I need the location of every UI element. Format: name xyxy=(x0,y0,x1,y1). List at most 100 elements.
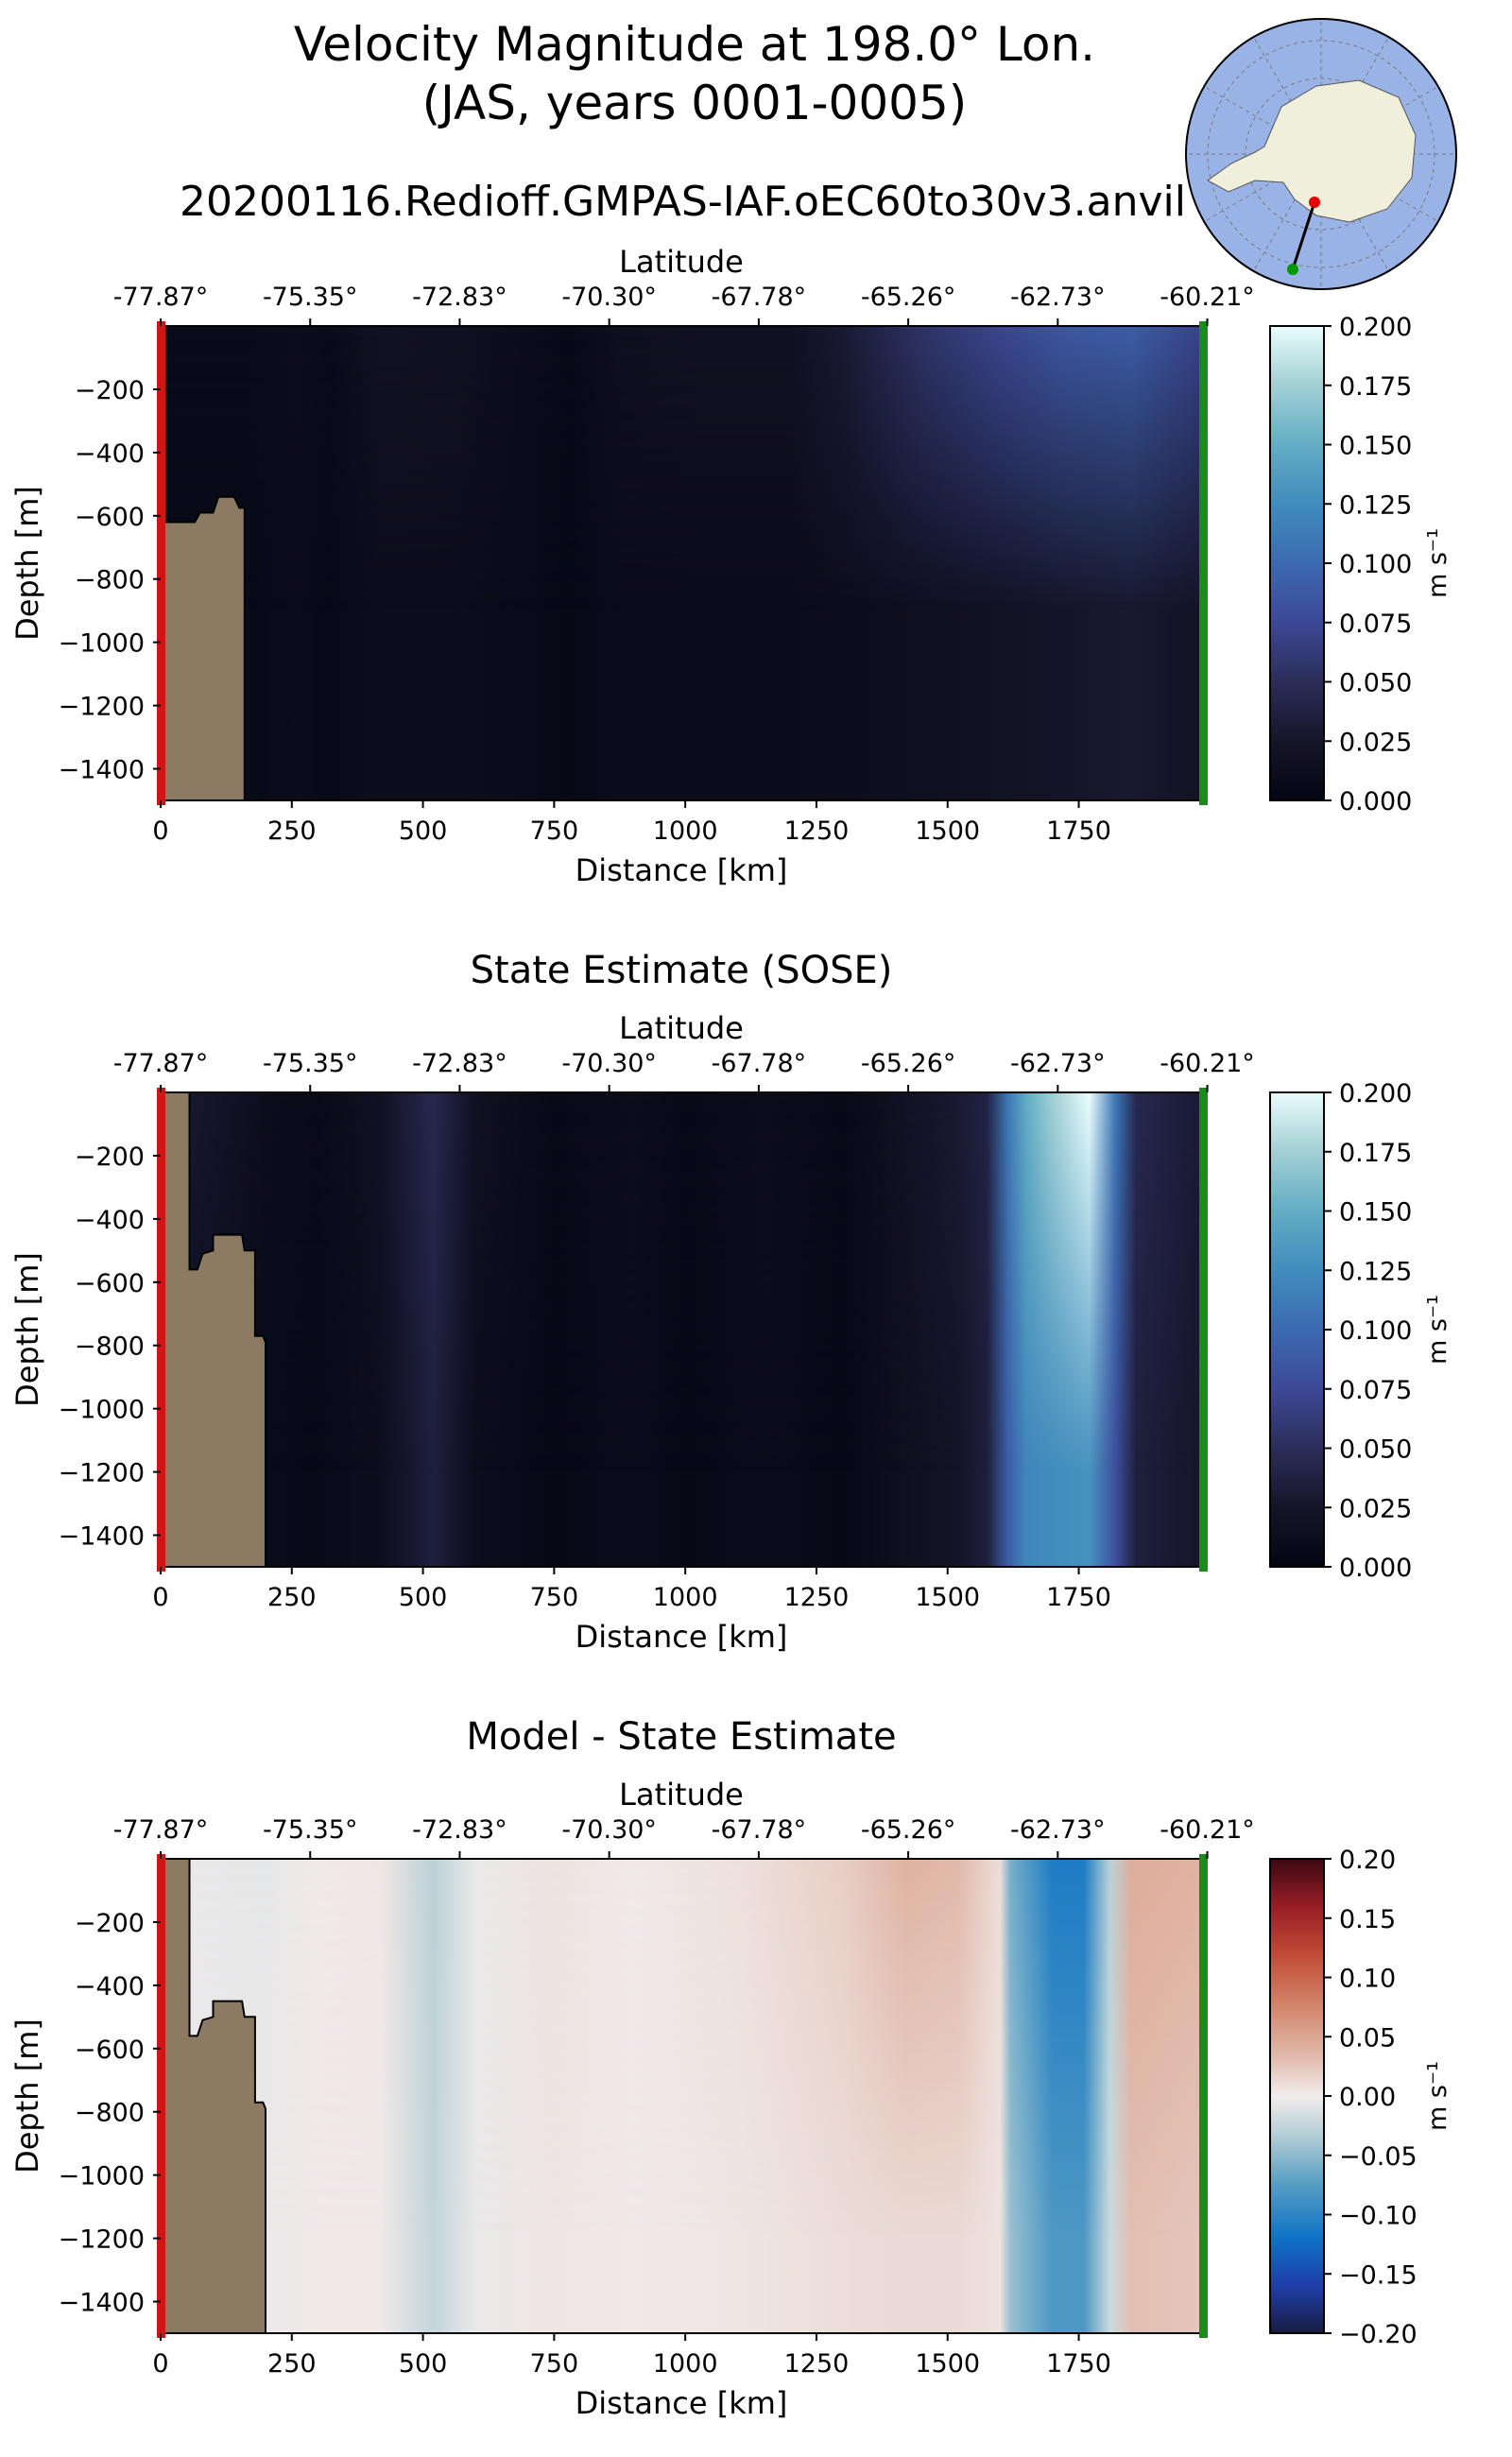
colorbar-tick-label: −0.05 xyxy=(1339,2142,1418,2172)
x-tick-label: 1750 xyxy=(1046,816,1111,846)
colorbar-tick-label: 0.125 xyxy=(1339,490,1412,520)
top-tick-label: -75.35° xyxy=(263,283,358,312)
x-tick-label: 1250 xyxy=(784,2349,850,2379)
y-axis-label: Depth [m] xyxy=(9,2019,45,2174)
colorbar-tick-label: 0.050 xyxy=(1339,1435,1412,1465)
x-tick-label: 0 xyxy=(152,1583,168,1612)
top-tick-label: -65.26° xyxy=(861,1815,956,1845)
x-tick-label: 750 xyxy=(530,816,579,846)
y-tick-label: −1400 xyxy=(59,1522,145,1552)
x-tick-label: 1250 xyxy=(784,816,850,846)
inset-transect-end xyxy=(1287,264,1298,275)
colorbar-tick-label: 0.10 xyxy=(1339,1965,1396,1994)
top-tick-label: -72.83° xyxy=(412,283,507,312)
x-axis-label: Distance [km] xyxy=(576,852,788,888)
seafloor-topography xyxy=(160,1858,266,2334)
top-tick-label: -70.30° xyxy=(561,283,657,312)
top-tick-label: -62.73° xyxy=(1010,1049,1106,1078)
y-tick-label: −1200 xyxy=(59,1459,145,1488)
top-tick-label: -67.78° xyxy=(712,1049,807,1078)
transect-start-marker xyxy=(157,1088,165,1572)
seafloor-topography xyxy=(160,1091,266,1568)
top-tick-label: -70.30° xyxy=(561,1815,657,1845)
figure-title-line1: Velocity Magnitude at 198.0° Lon. xyxy=(293,17,1096,72)
colorbar-tick-label: −0.20 xyxy=(1339,2320,1418,2349)
colorbar-label: m s⁻¹ xyxy=(1423,528,1452,598)
x-tick-label: 750 xyxy=(530,2349,579,2379)
transect-end-marker xyxy=(1199,321,1208,805)
inset-transect-line xyxy=(1291,201,1316,270)
top-tick-label: -60.21° xyxy=(1160,1049,1255,1078)
run-name-title: 20200116.Redioff.GMPAS-IAF.oEC60to30v3.a… xyxy=(180,178,1186,226)
colorbar-tick-label: 0.175 xyxy=(1339,372,1412,402)
colorbar xyxy=(1269,1858,1325,2334)
panel-1: 0 250 500 750 1000 1250 1500 1750 Distance [km] −… xyxy=(9,244,1452,888)
field-surface xyxy=(161,326,1202,800)
y-tick-label: −1200 xyxy=(59,693,145,722)
top-tick-label: -62.73° xyxy=(1010,1815,1106,1845)
y-axis-label: Depth [m] xyxy=(9,1252,45,1407)
colorbar-tick-label: 0.000 xyxy=(1339,787,1412,816)
colorbar-tick-label: 0.075 xyxy=(1339,1376,1412,1405)
inset-antarctica-land xyxy=(1207,79,1417,223)
top-tick-label: -77.87° xyxy=(113,283,209,312)
colorbar-tick-label: −0.15 xyxy=(1339,2260,1418,2290)
top-tick-label: -75.35° xyxy=(263,1049,358,1078)
x-tick-label: 1250 xyxy=(784,1583,850,1612)
y-tick-label: −1000 xyxy=(59,1396,145,1425)
top-tick-label: -77.87° xyxy=(113,1815,209,1845)
x-tick-label: 1000 xyxy=(653,1583,718,1612)
y-tick-label: −800 xyxy=(75,2099,145,2128)
top-tick-label: -62.73° xyxy=(1010,283,1106,312)
top-tick-label: -70.30° xyxy=(561,1049,657,1078)
x-tick-label: 500 xyxy=(399,1583,448,1612)
colorbar-tick-label: 0.15 xyxy=(1339,1905,1396,1934)
top-axis-label: Latitude xyxy=(619,1010,744,1046)
colorbar-tick-label: 0.200 xyxy=(1339,1079,1412,1108)
x-tick-label: 1750 xyxy=(1046,1583,1111,1612)
colorbar-label: m s⁻¹ xyxy=(1423,1295,1452,1365)
y-tick-label: −1400 xyxy=(59,2289,145,2318)
x-tick-label: 1000 xyxy=(653,816,718,846)
x-tick-label: 0 xyxy=(152,2349,168,2379)
y-tick-label: −600 xyxy=(75,2036,145,2065)
colorbar-tick-label: 0.025 xyxy=(1339,1494,1412,1523)
transect-end-marker xyxy=(1199,1854,1208,2338)
y-tick-label: −1400 xyxy=(59,756,145,785)
top-tick-label: -60.21° xyxy=(1160,1815,1255,1845)
top-axis-label: Latitude xyxy=(619,1777,744,1813)
figure-title-line2: (JAS, years 0001-0005) xyxy=(421,76,968,130)
x-tick-label: 250 xyxy=(267,816,317,846)
colorbar-tick-label: 0.20 xyxy=(1339,1846,1396,1875)
colorbar-tick-label: 0.05 xyxy=(1339,2023,1396,2053)
colorbar-tick-label: 0.075 xyxy=(1339,610,1412,639)
x-tick-label: 1000 xyxy=(653,2349,718,2379)
y-tick-label: −400 xyxy=(75,439,145,469)
colorbar-tick-label: 0.100 xyxy=(1339,1316,1412,1346)
panel-3: Model - State Estimate 0 250 500 750 1000 1250… xyxy=(9,1715,1452,2421)
y-tick-label: −200 xyxy=(75,1143,145,1172)
top-tick-label: -72.83° xyxy=(412,1049,507,1078)
y-tick-label: −800 xyxy=(75,566,145,595)
x-tick-label: 1750 xyxy=(1046,2349,1111,2379)
y-tick-label: −600 xyxy=(75,1269,145,1298)
x-tick-label: 1500 xyxy=(915,816,980,846)
y-axis-label: Depth [m] xyxy=(9,486,45,641)
colorbar-tick-label: 0.150 xyxy=(1339,432,1412,461)
transect-start-marker xyxy=(157,1854,165,2338)
y-tick-label: −1200 xyxy=(59,2225,145,2255)
y-tick-label: −400 xyxy=(75,1206,145,1235)
colorbar xyxy=(1269,325,1325,801)
x-tick-label: 1500 xyxy=(915,1583,980,1612)
colorbar xyxy=(1269,1091,1325,1568)
top-tick-label: -65.26° xyxy=(861,283,956,312)
top-tick-label: -77.87° xyxy=(113,1049,209,1078)
x-axis-label: Distance [km] xyxy=(576,2385,788,2421)
top-tick-label: -67.78° xyxy=(712,283,807,312)
colorbar-tick-label: 0.000 xyxy=(1339,1554,1412,1583)
y-tick-label: −600 xyxy=(75,503,145,532)
transect-start-marker xyxy=(157,321,165,805)
colorbar-tick-label: 0.175 xyxy=(1339,1139,1412,1168)
seafloor-topography xyxy=(160,495,246,801)
